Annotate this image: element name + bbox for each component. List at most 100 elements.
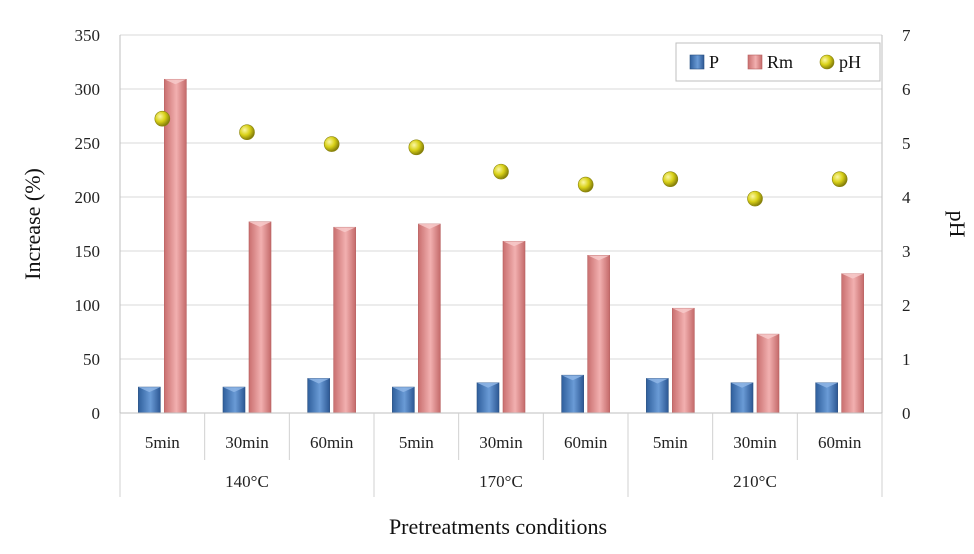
- bar-top-bevel: [477, 382, 499, 388]
- y-tick-label: 50: [83, 350, 100, 369]
- x-axis-title: Pretreatments conditions: [389, 514, 607, 539]
- bar-top-bevel: [561, 375, 584, 381]
- bar-top-bevel: [815, 382, 838, 388]
- bar-top-bevel: [672, 308, 695, 314]
- bar-rm: [587, 255, 610, 414]
- ph-point: [831, 171, 848, 187]
- ph-point: [323, 136, 340, 152]
- legend-item-ph: pH: [819, 52, 861, 72]
- bar-rm: [164, 78, 187, 414]
- axes: [119, 35, 883, 497]
- y2-tick-label: 2: [902, 296, 911, 315]
- y-tick-label: 0: [92, 404, 101, 423]
- bar-rm: [672, 307, 695, 414]
- bar-p: [815, 382, 838, 414]
- y2-tick-label: 4: [902, 188, 911, 207]
- bar-p: [307, 378, 330, 414]
- y-axis-title: Increase (%): [20, 168, 45, 280]
- bar-p: [222, 386, 246, 414]
- bar-p: [392, 386, 415, 414]
- bar-rm: [333, 226, 356, 414]
- bar-p: [646, 378, 669, 414]
- y2-tick-label: 7: [902, 26, 911, 45]
- legend-label: P: [709, 52, 719, 72]
- bar-body: [307, 378, 330, 414]
- bar-p: [561, 374, 584, 414]
- legend-swatch: [747, 54, 763, 70]
- x-tick-label: 5min: [399, 433, 434, 452]
- ph-point: [239, 124, 255, 140]
- bar-p: [476, 382, 500, 414]
- legend-label: pH: [839, 52, 861, 72]
- legend-label: Rm: [767, 52, 793, 72]
- y-tick-label: 300: [75, 80, 101, 99]
- y-tick-label: 200: [75, 188, 101, 207]
- ph-point: [662, 171, 679, 187]
- bar-top-bevel: [757, 334, 779, 340]
- bar-p: [138, 386, 161, 414]
- legend-box: [675, 42, 881, 82]
- ph-point: [154, 110, 171, 127]
- legend: P Rm pH: [675, 42, 881, 82]
- bar-top-bevel: [418, 224, 441, 229]
- bar-top-bevel: [731, 382, 753, 388]
- y2-tick-label: 3: [902, 242, 911, 261]
- bar-body: [672, 307, 695, 414]
- category-labels: 5min 30min 60min 5min 30min 60min 5min 30min 60m…: [145, 433, 862, 491]
- ph-point: [408, 139, 425, 156]
- y-tick-label: 150: [75, 242, 101, 261]
- ph-point: [747, 190, 763, 207]
- y2-tick-label: 1: [902, 350, 911, 369]
- bar-body: [502, 240, 526, 414]
- y-tick-label: 350: [75, 26, 101, 45]
- ph-points: [154, 110, 848, 207]
- bar-rm: [502, 240, 526, 414]
- bar-top-bevel: [587, 255, 610, 261]
- bar-body: [587, 255, 610, 414]
- legend-swatch: [689, 54, 705, 70]
- bar-top-bevel: [249, 221, 271, 227]
- bar-rm: [248, 221, 272, 414]
- bar-rm: [756, 333, 780, 414]
- bar-p: [730, 382, 754, 414]
- bar-top-bevel: [503, 241, 525, 247]
- bar-top-bevel: [333, 227, 356, 233]
- bar-body: [841, 273, 864, 414]
- left-axis-ticks: 0 50 100 150 200 250 300 350: [75, 26, 101, 423]
- x-tick-label: 60min: [818, 433, 862, 452]
- bar-body: [248, 221, 272, 414]
- bar-body: [164, 78, 187, 414]
- bar-body: [418, 223, 441, 414]
- bar-top-bevel: [307, 378, 330, 384]
- group-label: 210°C: [733, 472, 777, 491]
- legend-item-rm: Rm: [747, 52, 793, 72]
- ph-point: [493, 163, 509, 180]
- group-label: 140°C: [225, 472, 269, 491]
- x-tick-label: 30min: [225, 433, 269, 452]
- bar-body: [646, 378, 669, 414]
- bar-rm: [418, 223, 441, 414]
- x-tick-label: 60min: [310, 433, 354, 452]
- bar-top-bevel: [164, 79, 187, 85]
- y-tick-label: 100: [75, 296, 101, 315]
- bar-top-bevel: [392, 387, 415, 393]
- group-label: 170°C: [479, 472, 523, 491]
- bar-body: [561, 374, 584, 414]
- right-axis-ticks: 0 1 2 3 4 5 6 7: [902, 26, 911, 423]
- legend-item-p: P: [689, 52, 719, 72]
- y-tick-label: 250: [75, 134, 101, 153]
- x-tick-label: 30min: [479, 433, 523, 452]
- y2-tick-label: 6: [902, 80, 911, 99]
- bar-top-bevel: [646, 378, 669, 384]
- y2-axis-title: pH: [945, 211, 970, 238]
- bar-rm: [841, 273, 864, 414]
- x-tick-label: 5min: [145, 433, 180, 452]
- x-tick-label: 30min: [733, 433, 777, 452]
- bar-top-bevel: [138, 387, 161, 393]
- y2-tick-label: 0: [902, 404, 911, 423]
- bars: [138, 78, 864, 414]
- bar-top-bevel: [841, 273, 864, 279]
- bar-body: [756, 333, 780, 414]
- y2-tick-label: 5: [902, 134, 911, 153]
